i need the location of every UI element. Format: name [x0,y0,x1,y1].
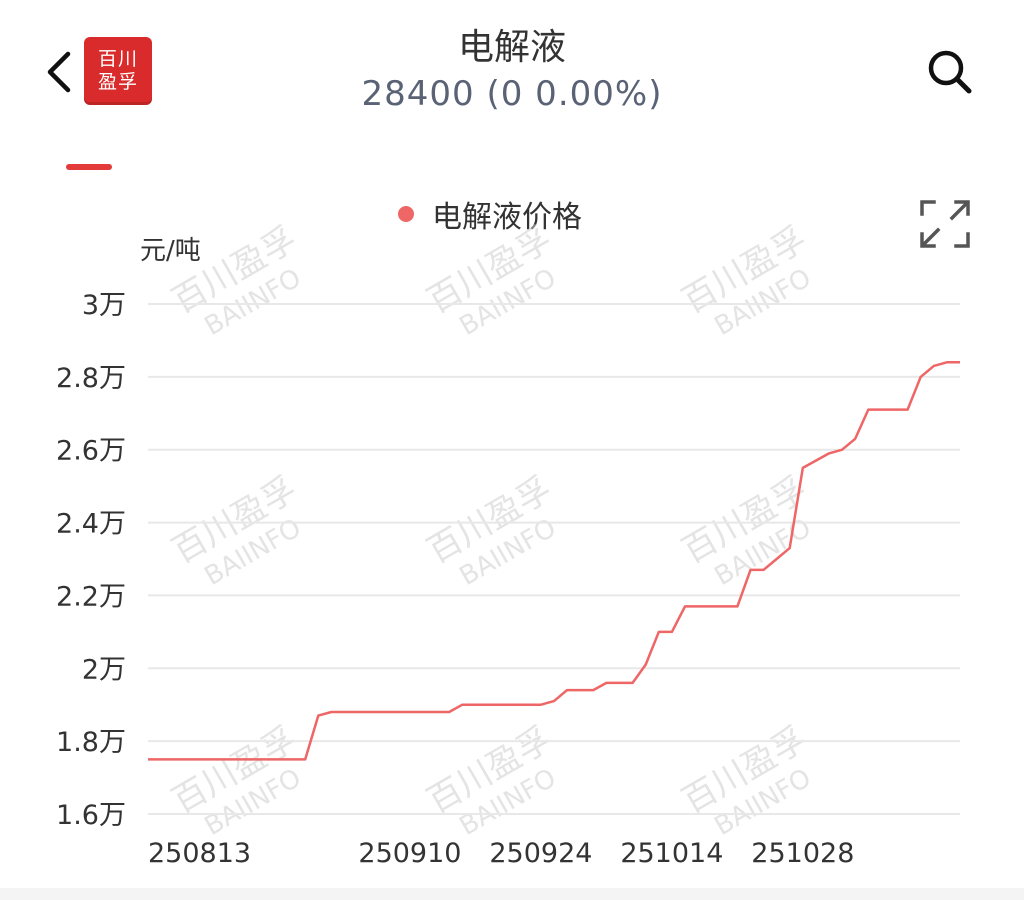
x-tick-label: 250813 [148,838,251,869]
x-tick-label: 251014 [620,838,723,869]
y-axis-unit: 元/吨 [140,236,201,266]
chart-legend[interactable]: 电解液价格 [398,196,582,235]
fullscreen-button[interactable] [918,198,972,250]
series-layer [148,361,960,761]
y-tick-label: 2.8万 [56,363,126,394]
search-icon [928,50,972,94]
page-title: 电解液 [457,27,566,68]
legend-label: 电解液价格 [432,200,582,235]
brand-logo: 百川 盈孚 [84,37,152,105]
price-quote: 28400 (0 0.00%) [361,74,663,114]
x-axis-ticks: 250813 250910 250924 251014 251028 [148,838,854,869]
bottom-bar [0,888,1024,900]
series-line [148,361,960,761]
y-tick-label: 1.8万 [56,727,126,758]
x-tick-label: 250924 [489,838,592,869]
back-button[interactable] [38,46,78,98]
y-tick-label: 3万 [82,290,126,321]
grid-lines [148,303,960,815]
search-button[interactable] [922,44,978,100]
logo-line-1: 百川 [97,48,138,70]
y-axis-ticks: 3万 2.8万 2.6万 2.4万 2.2万 2万 1.8万 1.6万 [56,290,126,831]
y-tick-label: 2万 [82,654,126,685]
logo-line-2: 盈孚 [97,71,138,93]
expand-icon [920,200,970,248]
active-tab-indicator[interactable] [66,164,112,170]
x-tick-label: 251028 [751,838,854,869]
app-header: 百川 盈孚 电解液 28400 (0 0.00%) [0,0,1024,150]
y-tick-label: 2.6万 [56,436,126,467]
x-tick-label: 250910 [358,838,461,869]
legend-marker [398,206,414,222]
y-tick-label: 1.6万 [56,800,126,831]
chevron-left-icon [47,51,71,93]
y-tick-label: 2.4万 [56,509,126,540]
y-tick-label: 2.2万 [56,581,126,612]
